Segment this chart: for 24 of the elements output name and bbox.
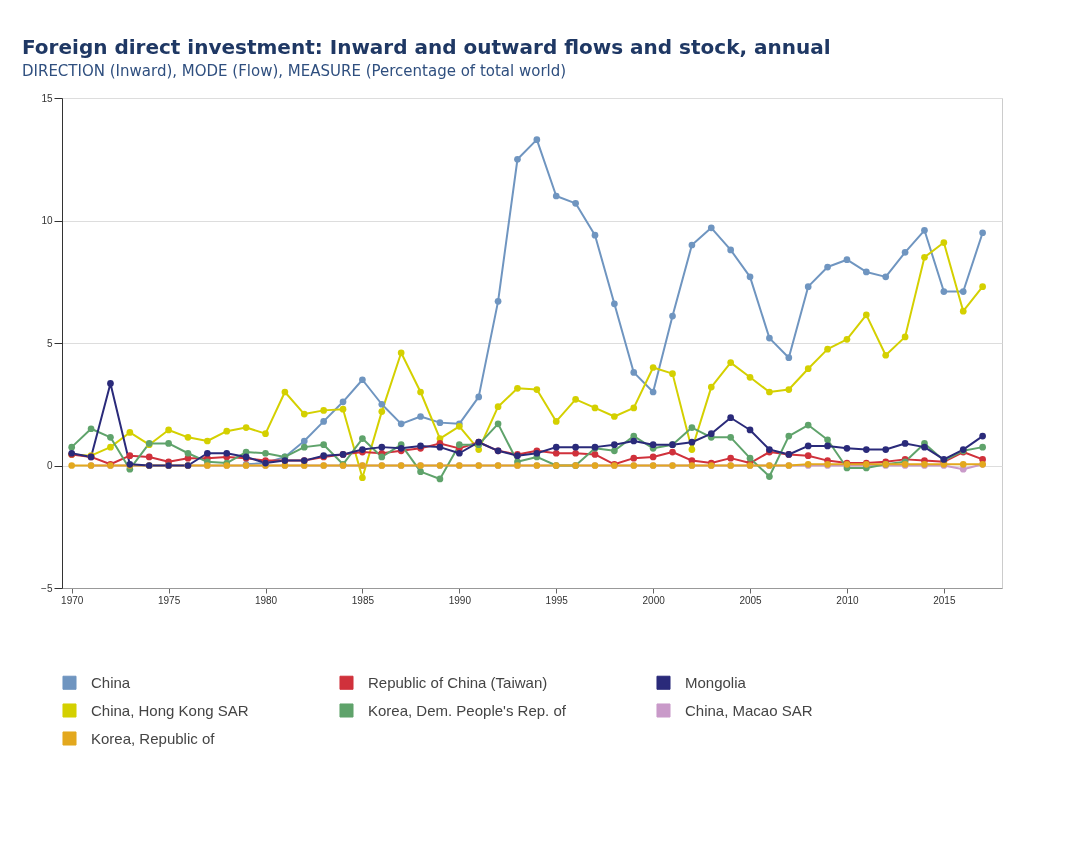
x-tick-label: 1980 [254,594,278,606]
x-tick-label: 1990 [448,594,472,606]
legend-label: Mongolia [685,673,747,691]
x-tick-label: 2005 [739,594,763,606]
chart-title: Foreign direct investment: Inward and outward flows and stock, annual [22,35,831,59]
y-tick-label: 5 [46,337,53,349]
x-tick-label: 2010 [836,594,860,606]
y-tick-label: −5 [41,582,53,594]
legend-label: Republic of China (Taiwan) [368,673,548,691]
chart-subtitle: DIRECTION (Inward), MODE (Flow), MEASURE (Percentage of total world) [22,62,567,80]
y-tick-label: 0 [46,460,53,471]
x-tick-label: 1970 [61,594,84,606]
legend-label: Korea, Republic of [91,729,216,747]
x-tick-label: 1985 [351,594,375,606]
legend-label: China [91,673,131,691]
x-tick-label: 2000 [642,594,666,606]
legend-label: China, Hong Kong SAR [91,701,249,719]
y-tick-label: 15 [41,92,53,104]
y-tick-label: 10 [41,215,53,226]
legend-label: China, Macao SAR [685,701,813,719]
x-tick-label: 1995 [545,594,569,606]
legend-label: Korea, Dem. People's Rep. of [368,701,567,719]
x-tick-label: 2015 [933,594,956,606]
x-tick-label: 1975 [157,594,181,606]
